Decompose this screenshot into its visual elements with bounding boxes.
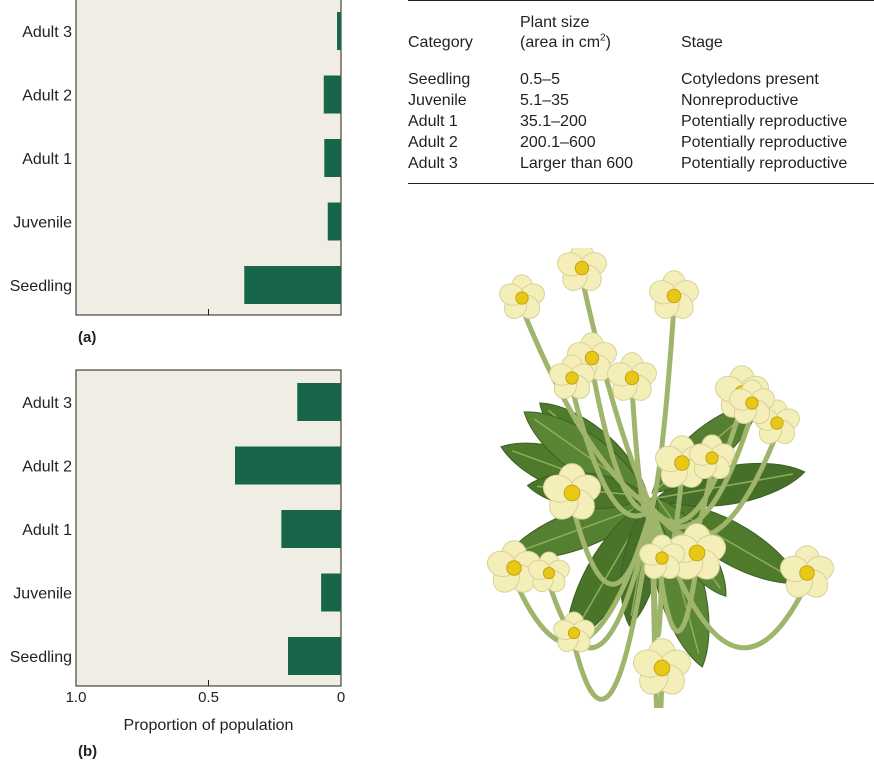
- cell-stage: Nonreproductive: [681, 92, 799, 109]
- flower: [557, 248, 607, 291]
- flower-stem: [571, 507, 655, 702]
- x-tick-label: 0.5: [198, 689, 219, 706]
- flower: [607, 352, 657, 401]
- flower: [486, 540, 542, 593]
- cell-category: Seedling: [408, 71, 471, 88]
- panel-a-letter: (a): [78, 329, 96, 346]
- stems: [511, 277, 810, 708]
- flower: [542, 463, 602, 520]
- cell-size: 35.1–200: [520, 113, 587, 130]
- bar-adult-1: [281, 510, 341, 548]
- primrose-plant-illustration: [486, 248, 835, 708]
- panel-a-background: [75, 0, 342, 316]
- bar-seedling: [288, 637, 341, 675]
- x-tick-label: 1.0: [66, 689, 87, 706]
- chart-panel-a: Adult 3 Adult 2 Adult 1 Juvenile Seedling (a…: [10, 0, 342, 346]
- table-row: Seedling 0.5–5 Cotyledons present: [408, 61, 874, 90]
- category-label: Seedling: [10, 649, 72, 666]
- category-label: Adult 3: [22, 395, 72, 412]
- panel-b-tick-labels: 1.0 0.5 0: [66, 689, 346, 706]
- flower-stem: [546, 507, 655, 651]
- flower-stem: [649, 507, 665, 708]
- panel-b-letter: (b): [78, 743, 97, 760]
- cell-stage: Potentially reproductive: [681, 113, 848, 130]
- flower-stem: [579, 277, 655, 510]
- category-label: Juvenile: [13, 215, 72, 232]
- cell-stage: Cotyledons present: [681, 71, 819, 88]
- panel-b-category-labels: Adult 3 Adult 2 Adult 1 Juvenile Seedling: [10, 395, 72, 666]
- bar-adult-3: [297, 383, 341, 421]
- flower: [499, 274, 545, 319]
- x-axis-title: Proportion of population: [124, 717, 294, 734]
- flower: [549, 354, 595, 399]
- category-label: Adult 1: [22, 522, 72, 539]
- header-stage: Stage: [681, 34, 723, 51]
- table-header-row: Category Plant size (area in cm2) Stage: [408, 1, 874, 61]
- table-row: Adult 1 35.1–200 Potentially reproductiv…: [408, 111, 874, 132]
- header-unit-exponent: 2: [600, 32, 606, 44]
- category-label: Seedling: [10, 278, 72, 295]
- bar-adult-2: [235, 446, 341, 485]
- flower: [528, 551, 570, 593]
- category-label: Adult 2: [22, 459, 72, 476]
- flower: [779, 545, 835, 598]
- cell-size: Larger than 600: [520, 155, 633, 172]
- header-plant-size-line1: Plant size: [520, 14, 590, 31]
- cell-category: Adult 2: [408, 134, 458, 151]
- flower-stem: [649, 305, 677, 509]
- cell-category: Juvenile: [408, 92, 467, 109]
- flower: [632, 638, 692, 695]
- bar-adult-1: [324, 139, 341, 177]
- cell-size: 200.1–600: [520, 134, 596, 151]
- flower-stem: [569, 387, 654, 519]
- panel-a-category-labels: Adult 3 Adult 2 Adult 1 Juvenile Seedling: [10, 24, 72, 295]
- flower: [649, 270, 699, 319]
- category-label: Adult 1: [22, 151, 72, 168]
- header-plant-size: Plant size (area in cm2): [520, 1, 681, 61]
- header-plant-size-close: ): [605, 34, 611, 51]
- table-row: Adult 3 Larger than 600 Potentially repr…: [408, 153, 874, 183]
- bar-adult-2: [323, 75, 341, 114]
- bar-juvenile: [321, 573, 341, 612]
- table-row: Adult 2 200.1–600 Potentially reproducti…: [408, 132, 874, 153]
- x-tick-label: 0: [337, 689, 345, 706]
- panel-b-bars: [235, 383, 341, 675]
- cell-size: 0.5–5: [520, 71, 561, 88]
- cell-stage: Potentially reproductive: [681, 134, 848, 151]
- flowers: [486, 248, 835, 695]
- header-category: Category: [408, 34, 473, 51]
- category-label: Juvenile: [13, 586, 72, 603]
- cell-category: Adult 1: [408, 113, 458, 130]
- header-plant-size-line2: (area in cm: [520, 34, 601, 51]
- flower: [639, 534, 685, 579]
- panel-a-bars: [244, 12, 341, 304]
- bar-adult-3: [337, 12, 341, 50]
- cell-size: 5.1–35: [520, 92, 569, 109]
- flower: [689, 434, 735, 479]
- category-label: Adult 2: [22, 88, 72, 105]
- cell-category: Adult 3: [408, 155, 458, 172]
- table-row: Juvenile 5.1–35 Nonreproductive: [408, 90, 874, 111]
- flower: [553, 611, 595, 653]
- flower: [729, 379, 775, 424]
- chart-panel-b: Adult 3 Adult 2 Adult 1 Juvenile Seedling 1.…: [10, 369, 346, 760]
- cell-stage: Potentially reproductive: [681, 155, 848, 172]
- size-category-table: Category Plant size (area in cm2) Stage S…: [408, 0, 874, 184]
- bar-seedling: [244, 266, 341, 304]
- bar-juvenile: [327, 202, 341, 241]
- category-label: Adult 3: [22, 24, 72, 41]
